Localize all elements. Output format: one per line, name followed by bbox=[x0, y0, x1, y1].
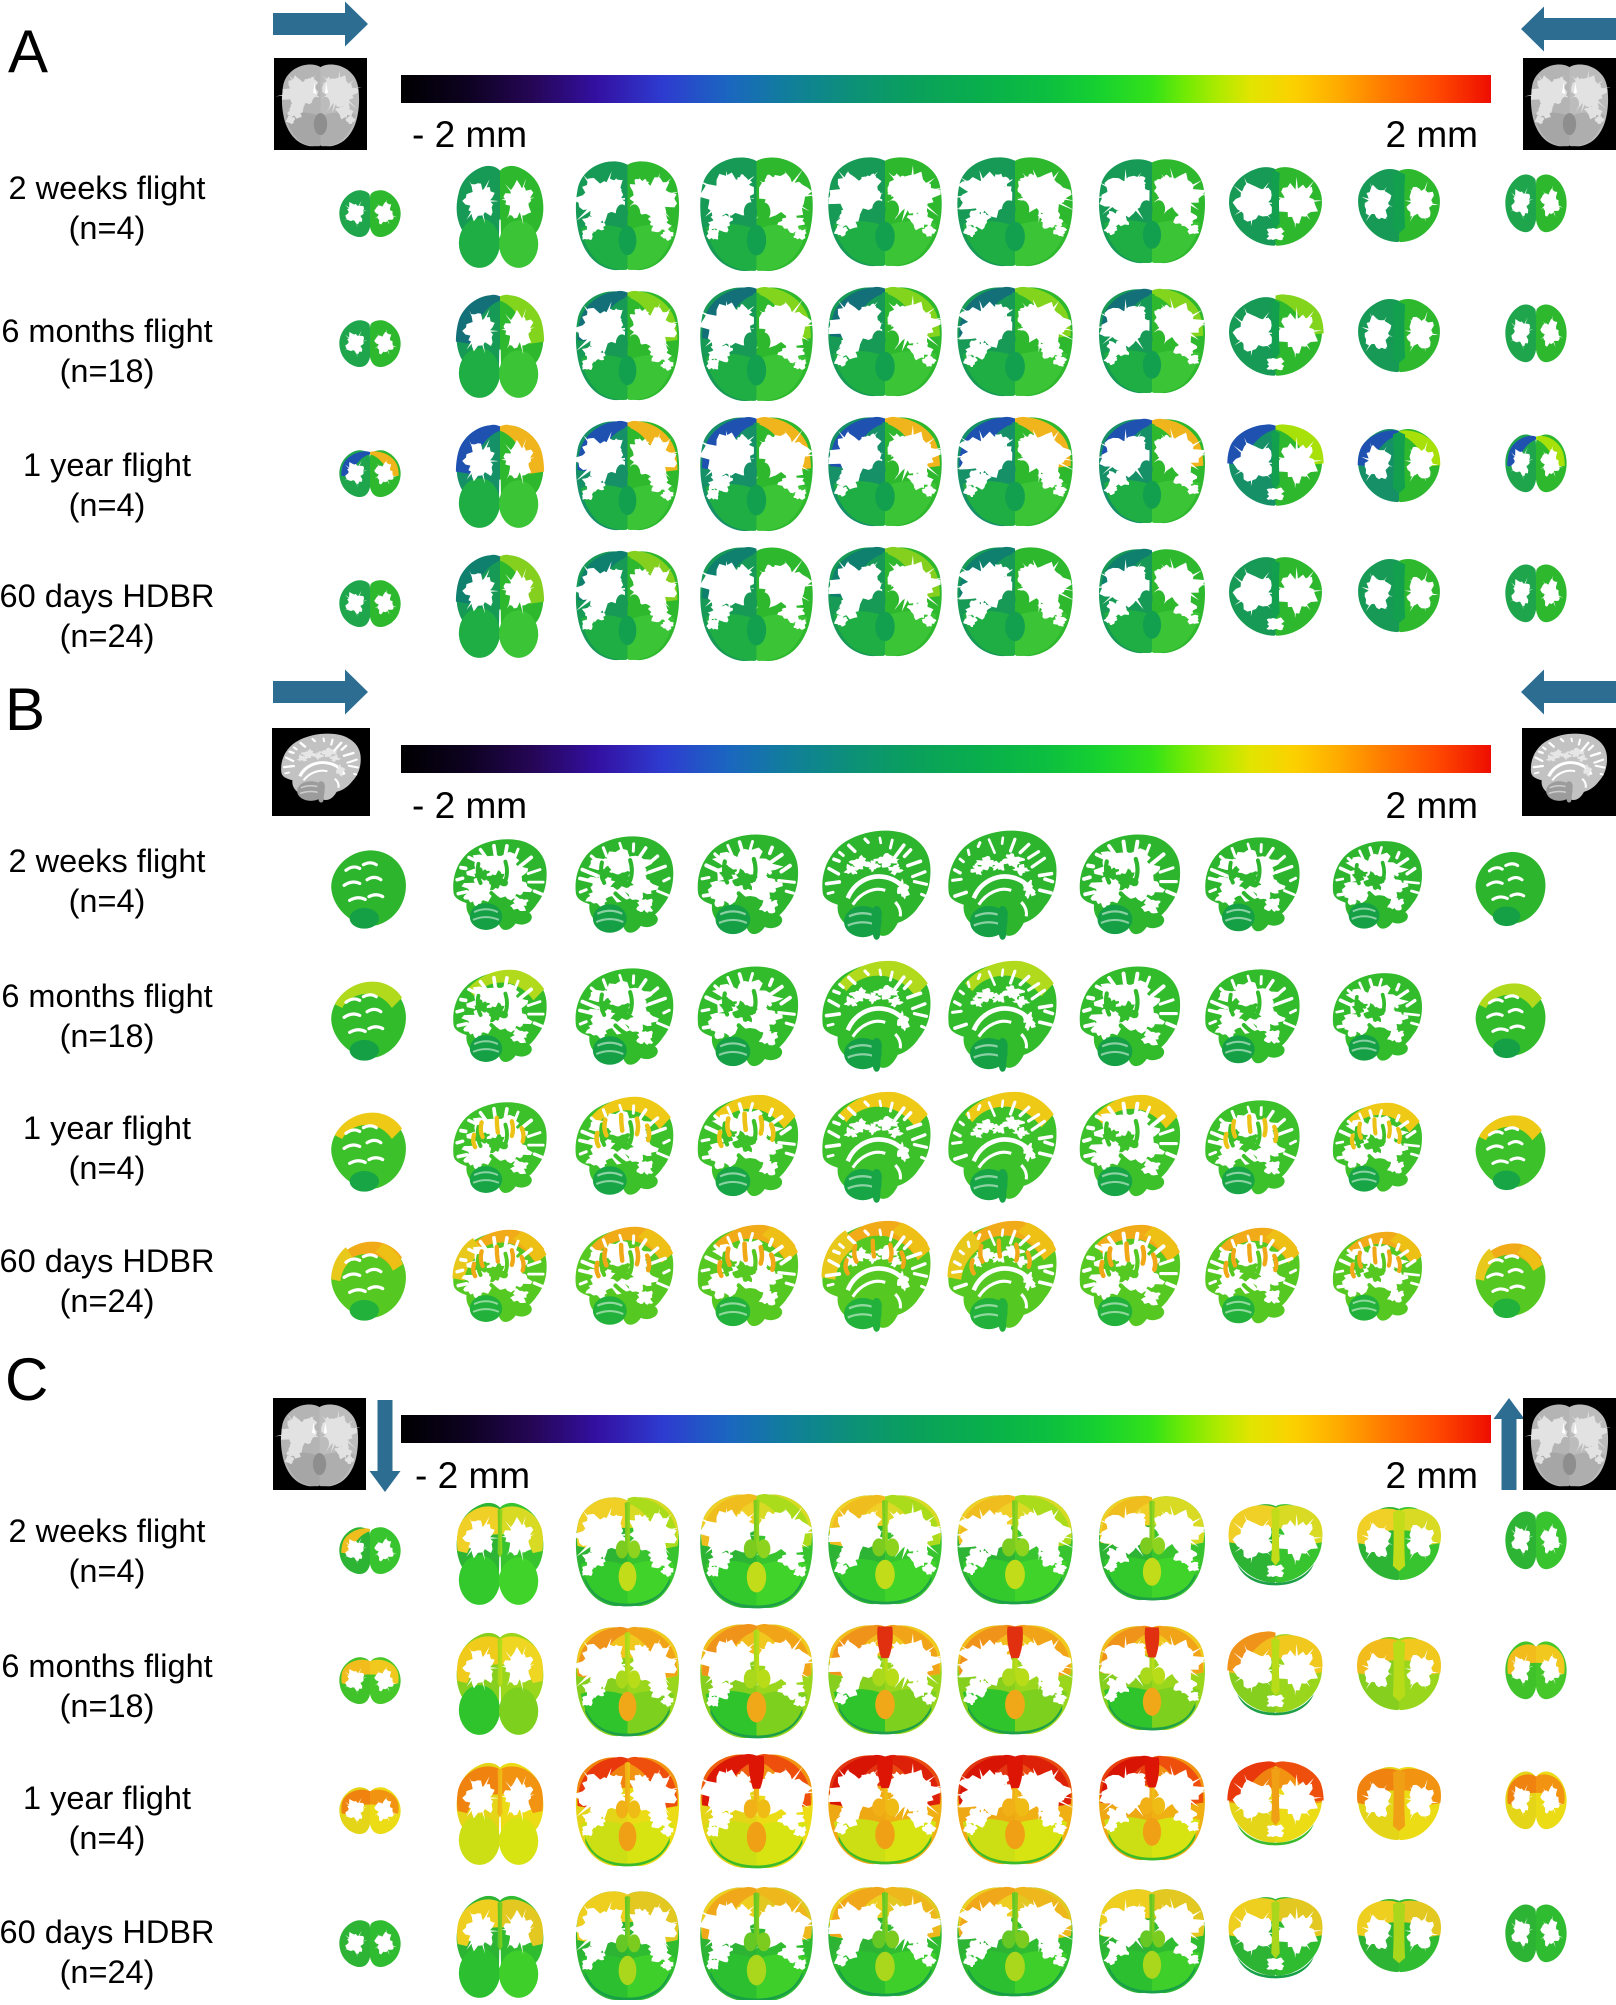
svg-text:(n=18): (n=18) bbox=[60, 1018, 155, 1054]
svg-text:(n=4): (n=4) bbox=[69, 210, 146, 246]
svg-text:60 days HDBR: 60 days HDBR bbox=[0, 1914, 214, 1950]
svg-text:1 year flight: 1 year flight bbox=[23, 1780, 191, 1816]
svg-text:2 weeks flight: 2 weeks flight bbox=[9, 170, 206, 206]
svg-text:(n=4): (n=4) bbox=[69, 1820, 146, 1856]
svg-text:60 days HDBR: 60 days HDBR bbox=[0, 578, 214, 614]
svg-text:A: A bbox=[8, 18, 48, 85]
svg-text:- 2 mm: - 2 mm bbox=[412, 785, 527, 826]
svg-text:2 weeks flight: 2 weeks flight bbox=[9, 843, 206, 879]
svg-text:- 2 mm: - 2 mm bbox=[415, 1455, 530, 1496]
svg-text:(n=4): (n=4) bbox=[69, 1553, 146, 1589]
svg-text:(n=4): (n=4) bbox=[69, 883, 146, 919]
svg-text:60 days HDBR: 60 days HDBR bbox=[0, 1243, 214, 1279]
svg-text:(n=24): (n=24) bbox=[60, 1954, 155, 1990]
svg-text:(n=24): (n=24) bbox=[60, 1283, 155, 1319]
svg-text:(n=4): (n=4) bbox=[69, 487, 146, 523]
svg-text:(n=24): (n=24) bbox=[60, 618, 155, 654]
svg-text:2 mm: 2 mm bbox=[1386, 114, 1479, 155]
svg-text:(n=4): (n=4) bbox=[69, 1150, 146, 1186]
svg-text:6 months flight: 6 months flight bbox=[1, 313, 212, 349]
svg-text:6 months flight: 6 months flight bbox=[1, 1648, 212, 1684]
svg-text:2 weeks flight: 2 weeks flight bbox=[9, 1513, 206, 1549]
svg-text:- 2 mm: - 2 mm bbox=[412, 114, 527, 155]
svg-text:C: C bbox=[5, 1346, 48, 1413]
svg-text:(n=18): (n=18) bbox=[60, 1688, 155, 1724]
svg-text:6 months flight: 6 months flight bbox=[1, 978, 212, 1014]
svg-text:1 year flight: 1 year flight bbox=[23, 447, 191, 483]
svg-text:1 year flight: 1 year flight bbox=[23, 1110, 191, 1146]
svg-text:(n=18): (n=18) bbox=[60, 353, 155, 389]
svg-text:B: B bbox=[5, 676, 45, 743]
svg-text:2 mm: 2 mm bbox=[1386, 1455, 1479, 1496]
svg-text:2 mm: 2 mm bbox=[1386, 785, 1479, 826]
